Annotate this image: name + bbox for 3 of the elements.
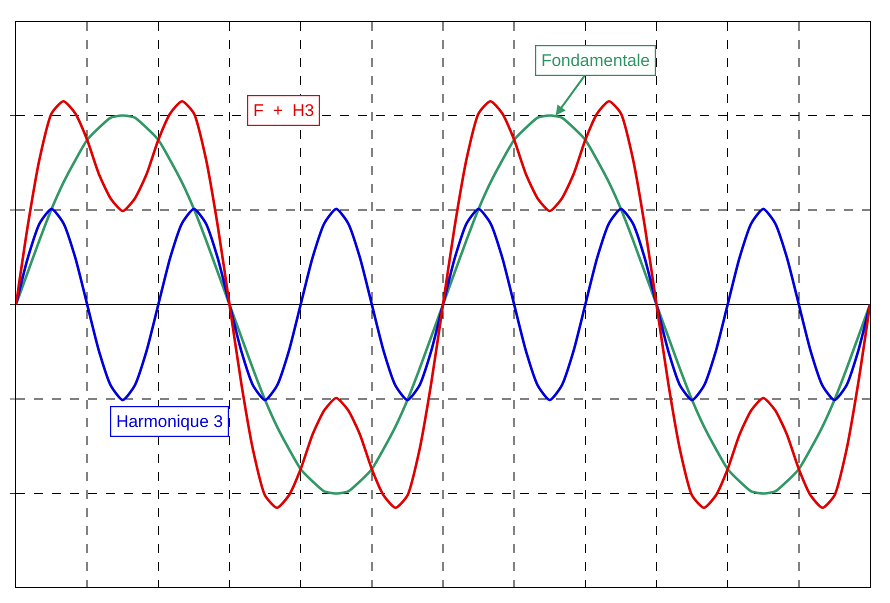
text: F + H3 bbox=[253, 101, 314, 120]
series-label: Harmonique 3 bbox=[116, 412, 223, 432]
text: Fondamentale bbox=[541, 51, 650, 70]
